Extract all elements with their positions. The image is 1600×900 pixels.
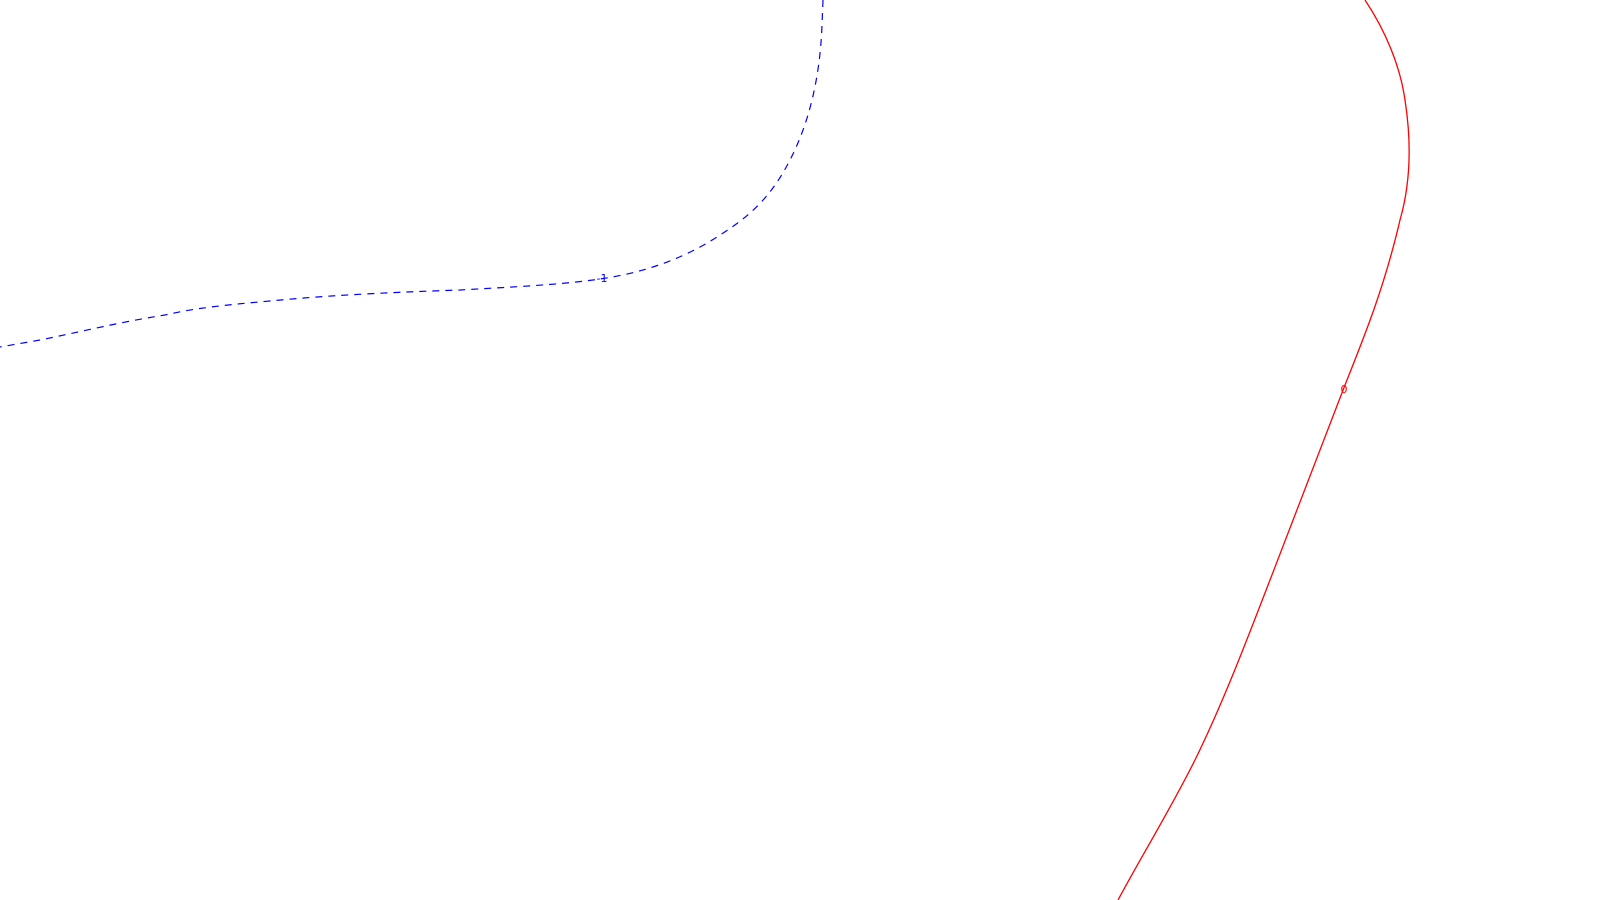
- contour-label-minus-1: -1: [597, 272, 608, 285]
- contour-line-0: [1117, 0, 1410, 900]
- contour-line-minus-1: [0, 0, 824, 348]
- contour-label-0: 0: [1341, 383, 1348, 396]
